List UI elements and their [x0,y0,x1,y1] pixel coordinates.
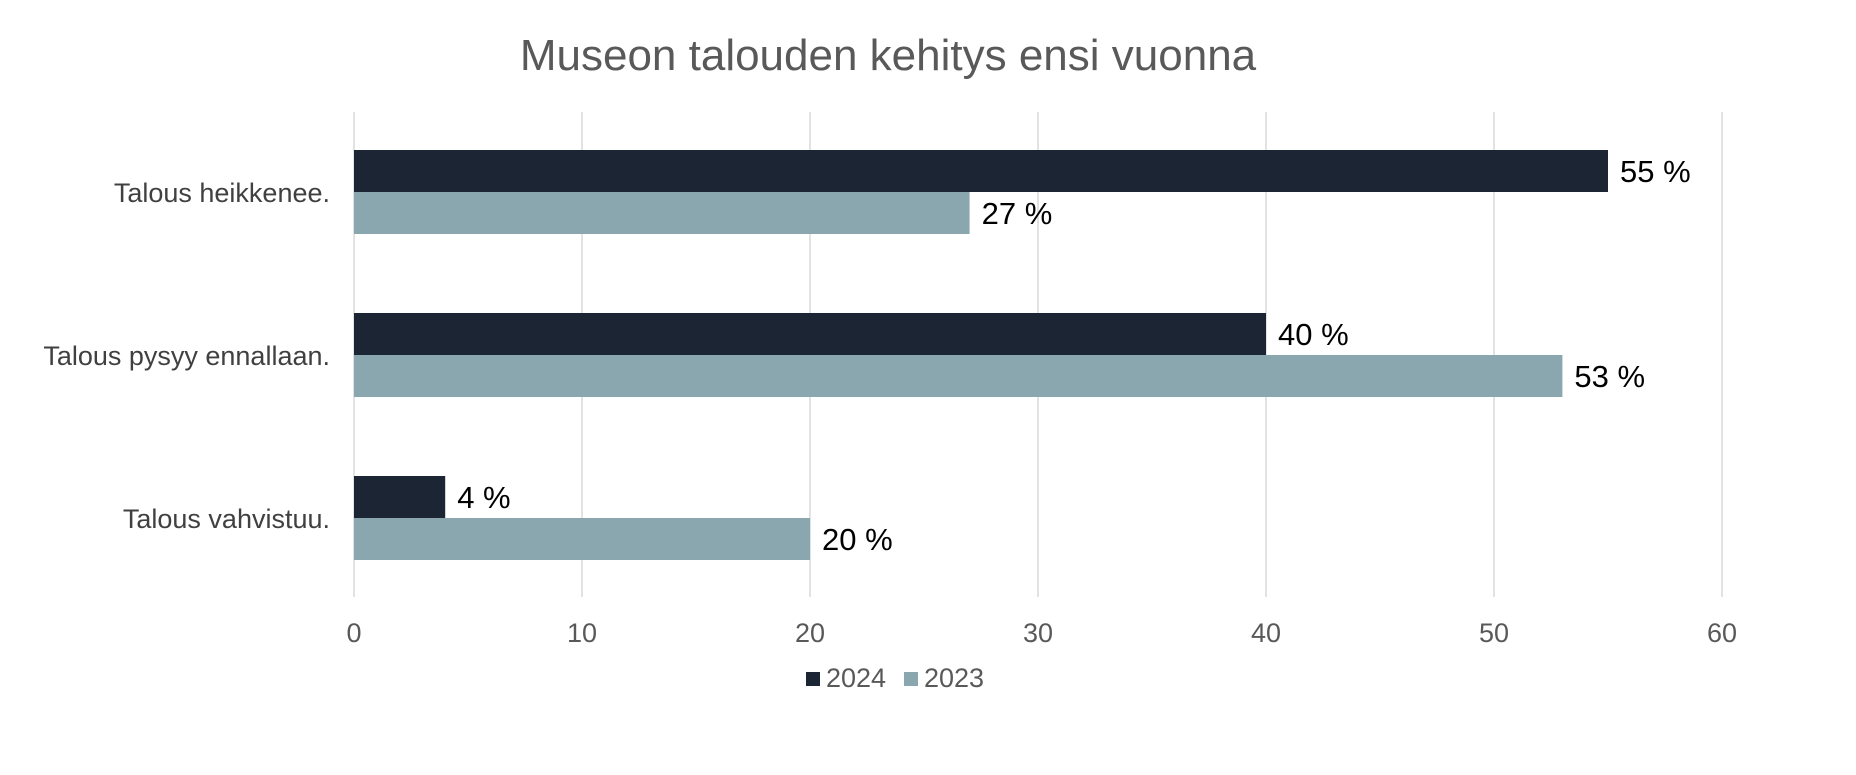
x-tick-label-10: 10 [567,618,597,648]
bar-2023-1 [354,192,970,234]
bar-2023-3 [354,518,810,560]
x-tick-label-20: 20 [795,618,825,648]
legend-swatch-2023 [904,672,918,686]
x-tick-label-50: 50 [1479,618,1509,648]
category-labels: Talous heikkenee. Talous pysyy ennallaan.… [43,178,330,534]
legend: 2024 2023 [806,663,984,693]
data-label-2023-2: 53 % [1574,359,1645,394]
legend-label-2023: 2023 [924,663,984,693]
category-label-3: Talous vahvistuu. [123,504,330,534]
data-label-2024-1: 55 % [1620,154,1691,189]
x-tick-label-0: 0 [346,618,361,648]
x-tick-label-40: 40 [1251,618,1281,648]
bar-2024-2 [354,313,1266,355]
bar-2024-1 [354,150,1608,192]
x-tick-label-60: 60 [1707,618,1737,648]
category-label-2: Talous pysyy ennallaan. [43,341,330,371]
legend-label-2024: 2024 [826,663,886,693]
data-label-2024-3: 4 % [457,480,510,515]
bar-2023-2 [354,355,1563,397]
data-label-2023-1: 27 % [982,196,1053,231]
x-tick-label-30: 30 [1023,618,1053,648]
data-label-2024-2: 40 % [1278,317,1349,352]
category-label-1: Talous heikkenee. [114,178,330,208]
bars [354,150,1608,560]
legend-swatch-2024 [806,672,820,686]
data-label-2023-3: 20 % [822,522,893,557]
bar-2024-3 [354,476,446,518]
data-labels: 55 % 40 % 4 % 27 % 53 % 20 % [457,154,1690,557]
x-axis-ticks: 0 10 20 30 40 50 60 [346,618,1737,648]
chart-title: Museon talouden kehitys ensi vuonna [520,31,1257,80]
